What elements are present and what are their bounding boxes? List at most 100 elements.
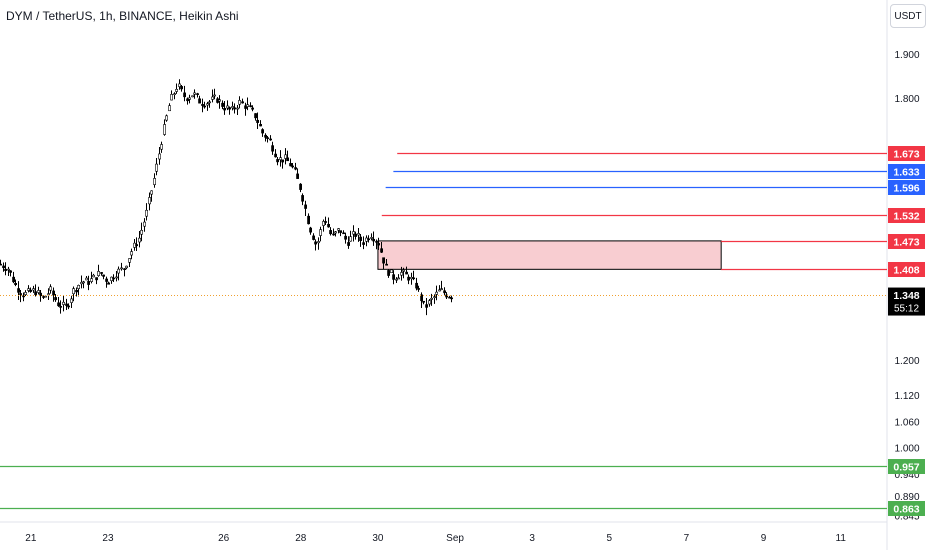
candle-body [294,167,298,170]
candle-body [228,107,232,110]
candle-body [256,119,260,123]
candle-body [412,277,416,280]
candle-body [59,306,63,308]
candle-body [213,94,217,97]
candle-body [130,251,134,256]
candle-body [47,293,51,296]
candle-body [12,276,16,283]
candle-body [284,154,288,159]
candle-body [433,296,437,298]
candle-body [62,301,66,305]
candle-body [417,288,421,290]
candle-body [269,138,273,141]
candle-body [54,297,58,301]
candle-body [115,276,119,279]
candle-body [138,237,142,243]
candle-body [206,103,210,106]
candle-body [44,295,48,298]
y-tick-label: 1.900 [894,50,919,61]
candle-body [420,294,424,302]
candle-body [24,292,28,295]
candle-body [299,183,303,190]
candle-body [264,134,268,138]
candle-body [342,232,346,235]
candle-body [29,289,33,292]
candle-body [390,269,394,273]
candle-body [178,83,182,87]
candle-body [428,300,432,305]
x-tick-label: 7 [684,533,690,544]
candle-body [450,297,454,300]
candle-body [90,278,94,282]
candle-body [438,289,442,292]
candle-body [440,288,444,290]
level-badge-0.863 [888,501,925,516]
candle-body [180,86,184,90]
candle-body [128,258,132,263]
candle-body [425,304,429,308]
candle-body [19,293,23,295]
candle-body [87,281,91,285]
level-label-1.633: 1.633 [893,167,919,179]
candle-body [324,221,328,223]
candle-body [188,97,192,100]
candle-body [322,221,326,226]
supply-zone-rect[interactable] [377,240,722,270]
candle-body [286,157,290,162]
candle-body [102,274,106,277]
candle-body [148,197,152,205]
candle-body [362,242,366,245]
candle-body [82,281,86,284]
candle-body [120,267,124,270]
candle-body [347,242,351,246]
level-badge-1.473 [888,234,925,249]
level-label-0.957: 0.957 [893,462,919,474]
candle-body [397,277,401,280]
candle-body [312,235,316,240]
candle-body [380,248,384,253]
level-badge-1.633 [888,164,925,179]
x-tick-label: 28 [295,533,307,544]
candle-body [344,235,348,240]
currency-button[interactable]: USDT [890,4,926,28]
candle-body [39,292,43,297]
x-tick-label: 30 [372,533,384,544]
candle-body [281,159,285,163]
candle-body [236,107,240,110]
candle-body [352,231,356,235]
candle-body [183,92,187,98]
candle-body [72,288,76,295]
level-label-1.673: 1.673 [893,149,919,161]
y-tick-label: 1.060 [894,417,919,428]
y-tick-label: 0.845 [894,511,919,522]
candle-body [443,290,447,294]
candle-body [125,265,129,269]
candle-body [65,303,69,306]
candle-body [170,94,174,101]
candle-body [70,298,74,303]
candle-body [279,157,283,161]
level-badge-0.957 [888,459,925,474]
candle-body [382,257,386,264]
candle-body [49,286,53,291]
candle-body [367,238,371,241]
candle-body [67,305,71,308]
candle-body [105,278,109,282]
candle-body [375,241,379,243]
candle-body [143,221,147,227]
last-price-badge [888,287,925,316]
candle-body [32,288,36,291]
candle-body [153,178,157,185]
candle-body [370,237,374,239]
candle-body [123,268,127,270]
candle-body [95,277,99,281]
candle-body [430,297,434,300]
candle-body [317,241,321,244]
candle-body [261,129,265,134]
candle-body [145,209,149,217]
x-tick-label: 3 [529,533,535,544]
candle-body [100,272,104,274]
y-tick-label: 1.200 [894,356,919,367]
candle-body [241,101,245,104]
